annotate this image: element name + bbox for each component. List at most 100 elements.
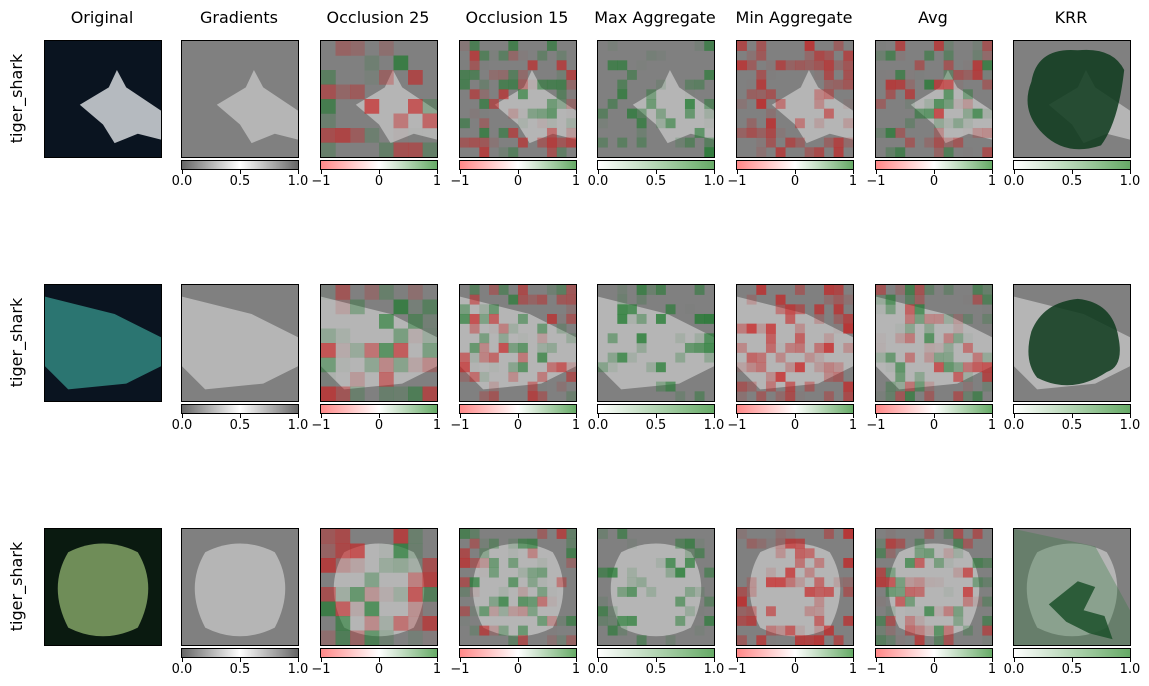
heat-cell [737,615,747,626]
heat-cell [704,333,714,344]
heat-cell [646,285,657,295]
heat-cell [489,362,499,372]
heat-cell [962,381,973,392]
heat-cell [423,128,438,143]
heat-cell [943,362,954,373]
colorbar-tickmark [656,170,657,174]
heat-cell [566,294,576,305]
heat-cell [914,294,925,305]
heat-cell [408,386,423,401]
heat-cell [972,362,983,373]
heat-cell [684,79,695,90]
heat-cell [556,137,567,148]
heat-cell [876,304,886,315]
heat-cell [737,127,747,138]
heat-cell [537,596,548,607]
heat-cell [905,70,915,80]
heat-cell [982,285,992,295]
heat-cell [479,568,489,578]
heat-cell [775,127,786,138]
heat-cell [498,342,509,353]
heat-cell [823,333,834,344]
heat-cell [479,333,490,344]
heat-cell [364,55,380,71]
heat-cell [904,586,915,597]
heat-cell [646,362,657,373]
heat-cell [379,70,394,85]
heat-cell [488,538,499,549]
row-label-1: tiger_shark [2,282,32,402]
heat-cell [408,529,423,544]
panel-r2-c4 [597,528,715,646]
heat-cell [598,596,608,607]
panel-image [598,41,714,157]
heat-cell [943,69,954,80]
heat-cell [556,362,567,373]
shark-shape [57,543,149,637]
heat-cell [498,625,509,636]
heat-cell [498,596,509,607]
heat-cell [422,587,437,602]
heat-cell [972,50,983,61]
heat-cell [335,543,351,559]
colorbar-tick-label: −1 [727,418,747,433]
colorbar-tick-label: 1 [571,418,581,433]
heat-cell [885,127,896,138]
colorbar-tickmark [298,658,299,662]
heat-cell [694,538,705,549]
heat-cell [737,342,747,353]
heat-cell [556,285,567,295]
colorbar-tick-label: 0 [374,174,384,189]
heat-cell [527,381,538,392]
heat-cell [953,333,964,344]
heat-cell [607,333,618,344]
heat-cell [498,606,509,617]
heat-cell [517,538,528,549]
heat-cell [794,323,805,334]
heat-cell [833,304,844,315]
heat-cell [517,635,528,645]
heat-cell [756,362,767,373]
colorbar [181,404,299,414]
heat-cell [833,41,844,51]
heat-cell [895,635,906,645]
colorbar [1013,648,1131,658]
heat-cell [885,79,896,90]
heat-cell [823,362,834,373]
heat-cell [498,79,509,90]
heat-cell [694,285,705,295]
heat-cell [364,630,380,645]
colorbar-tick-label: 1.0 [287,418,309,433]
heat-cell [498,323,509,334]
krr-segment [1014,529,1130,645]
colorbar-tickmark [240,170,241,174]
heat-cell [508,538,519,549]
heat-cell [566,615,576,626]
heat-cell [943,625,954,636]
heat-cell [335,630,351,645]
heat-cell [537,586,548,597]
colorbar-tick-label: 1 [848,662,858,677]
heat-cell [794,557,805,568]
heat-cell [885,577,896,588]
heat-cell [394,285,409,300]
panel-image [321,285,437,401]
heat-cell [636,635,647,645]
heat-cell [546,108,557,119]
heat-cell [962,98,973,109]
heat-cell [527,596,538,607]
heat-cell [469,41,480,51]
heat-cell [350,601,365,617]
heat-cell [537,391,548,401]
colorbar-tickmark [737,658,738,662]
colorbar-tick-label: 0.0 [1003,662,1025,677]
heat-cell [537,108,548,119]
heat-cell [804,586,815,597]
heat-cell [566,118,576,129]
heat-cell [527,567,538,578]
heat-cell [843,615,853,626]
colorbar [597,404,715,414]
heat-cell [804,606,815,617]
heat-cell [393,543,409,559]
heat-cell [833,60,844,71]
